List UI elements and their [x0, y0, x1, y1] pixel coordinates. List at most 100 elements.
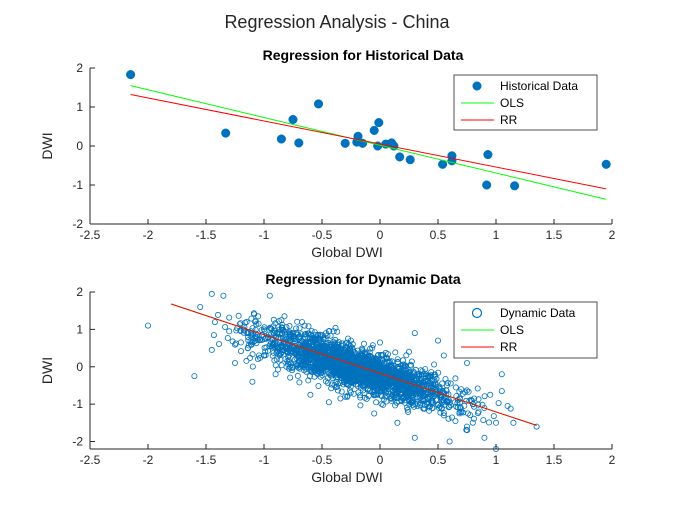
data-point: [244, 344, 251, 351]
data-point: [226, 314, 233, 321]
y-axis-label: DWI: [39, 132, 55, 159]
x-tick-label: -1.5: [196, 453, 217, 467]
data-point: [329, 358, 336, 365]
data-point: [264, 347, 271, 354]
data-point: [305, 323, 312, 330]
data-point: [428, 369, 435, 376]
data-point: [340, 138, 350, 148]
data-point: [144, 322, 151, 329]
data-point: [321, 348, 328, 355]
panel-title: Regression for Historical Data: [263, 47, 464, 63]
x-tick-label: -2.5: [80, 453, 101, 467]
figure-title: Regression Analysis - China: [224, 12, 450, 32]
data-point: [373, 399, 380, 406]
data-point: [268, 342, 275, 349]
data-point: [462, 389, 469, 396]
data-point: [324, 357, 331, 364]
data-point: [367, 353, 374, 360]
data-point: [356, 377, 363, 384]
data-point: [379, 366, 386, 373]
data-point: [344, 350, 351, 357]
data-point: [346, 345, 353, 352]
data-point: [336, 352, 343, 359]
x-tick-label: -0.5: [312, 453, 333, 467]
legend: Dynamic Data OLS RR: [453, 301, 598, 359]
data-point: [443, 387, 450, 394]
data-point: [448, 414, 455, 421]
data-point: [278, 342, 285, 349]
data-point: [299, 357, 306, 364]
data-point: [318, 340, 325, 347]
data-point: [379, 369, 386, 376]
data-point: [437, 409, 444, 416]
data-point: [252, 333, 259, 340]
data-point: [324, 363, 331, 370]
data-point: [420, 405, 427, 412]
data-point: [385, 388, 392, 395]
data-point: [419, 368, 426, 375]
regression-line-rr: [130, 94, 607, 190]
data-point: [379, 381, 386, 388]
data-point: [357, 394, 364, 401]
data-point: [208, 290, 215, 297]
data-point: [395, 152, 405, 162]
data-point: [331, 341, 338, 348]
legend-label: Historical Data: [500, 79, 578, 93]
data-point: [533, 423, 540, 430]
data-point: [510, 419, 517, 426]
data-point: [215, 340, 222, 347]
data-point: [414, 400, 421, 407]
data-point: [249, 351, 256, 358]
data-point: [247, 354, 254, 361]
data-point: [262, 348, 269, 355]
data-point: [312, 335, 319, 342]
data-point: [286, 322, 293, 329]
data-point: [344, 393, 351, 400]
y-tick-label: 1: [76, 100, 83, 114]
data-point: [220, 292, 227, 299]
data-point: [474, 410, 481, 417]
data-point: [369, 125, 379, 135]
data-point: [436, 403, 443, 410]
data-point: [334, 380, 341, 387]
data-point: [396, 390, 403, 397]
data-point: [312, 364, 319, 371]
data-point: [469, 419, 476, 426]
data-point: [369, 375, 376, 382]
data-point: [315, 382, 322, 389]
y-tick-label: -1: [72, 178, 83, 192]
data-point: [481, 393, 488, 400]
data-point: [398, 372, 405, 379]
data-point: [329, 371, 336, 378]
data-point: [304, 362, 311, 369]
data-point: [355, 374, 362, 381]
data-point: [408, 358, 415, 365]
data-point: [350, 359, 357, 366]
legend-label: RR: [500, 340, 518, 354]
data-point: [429, 377, 436, 384]
data-point: [267, 324, 274, 331]
data-point: [330, 368, 337, 375]
legend-label: RR: [500, 113, 518, 127]
x-tick-label: -2: [143, 453, 154, 467]
data-point: [425, 374, 432, 381]
data-point: [334, 387, 341, 394]
x-tick-label: 1: [493, 228, 500, 242]
data-point: [274, 366, 281, 373]
data-point: [357, 402, 364, 409]
data-point: [387, 395, 394, 402]
x-tick-label: 1.5: [546, 228, 563, 242]
data-point: [338, 388, 345, 395]
data-point: [403, 366, 410, 373]
data-point: [325, 399, 332, 406]
data-point: [365, 393, 372, 400]
data-point: [270, 349, 277, 356]
data-point: [335, 346, 342, 353]
data-point: [317, 332, 324, 339]
data-point: [327, 371, 334, 378]
data-point: [411, 434, 418, 441]
data-point: [222, 323, 229, 330]
data-point: [258, 327, 265, 334]
data-point: [363, 349, 370, 356]
